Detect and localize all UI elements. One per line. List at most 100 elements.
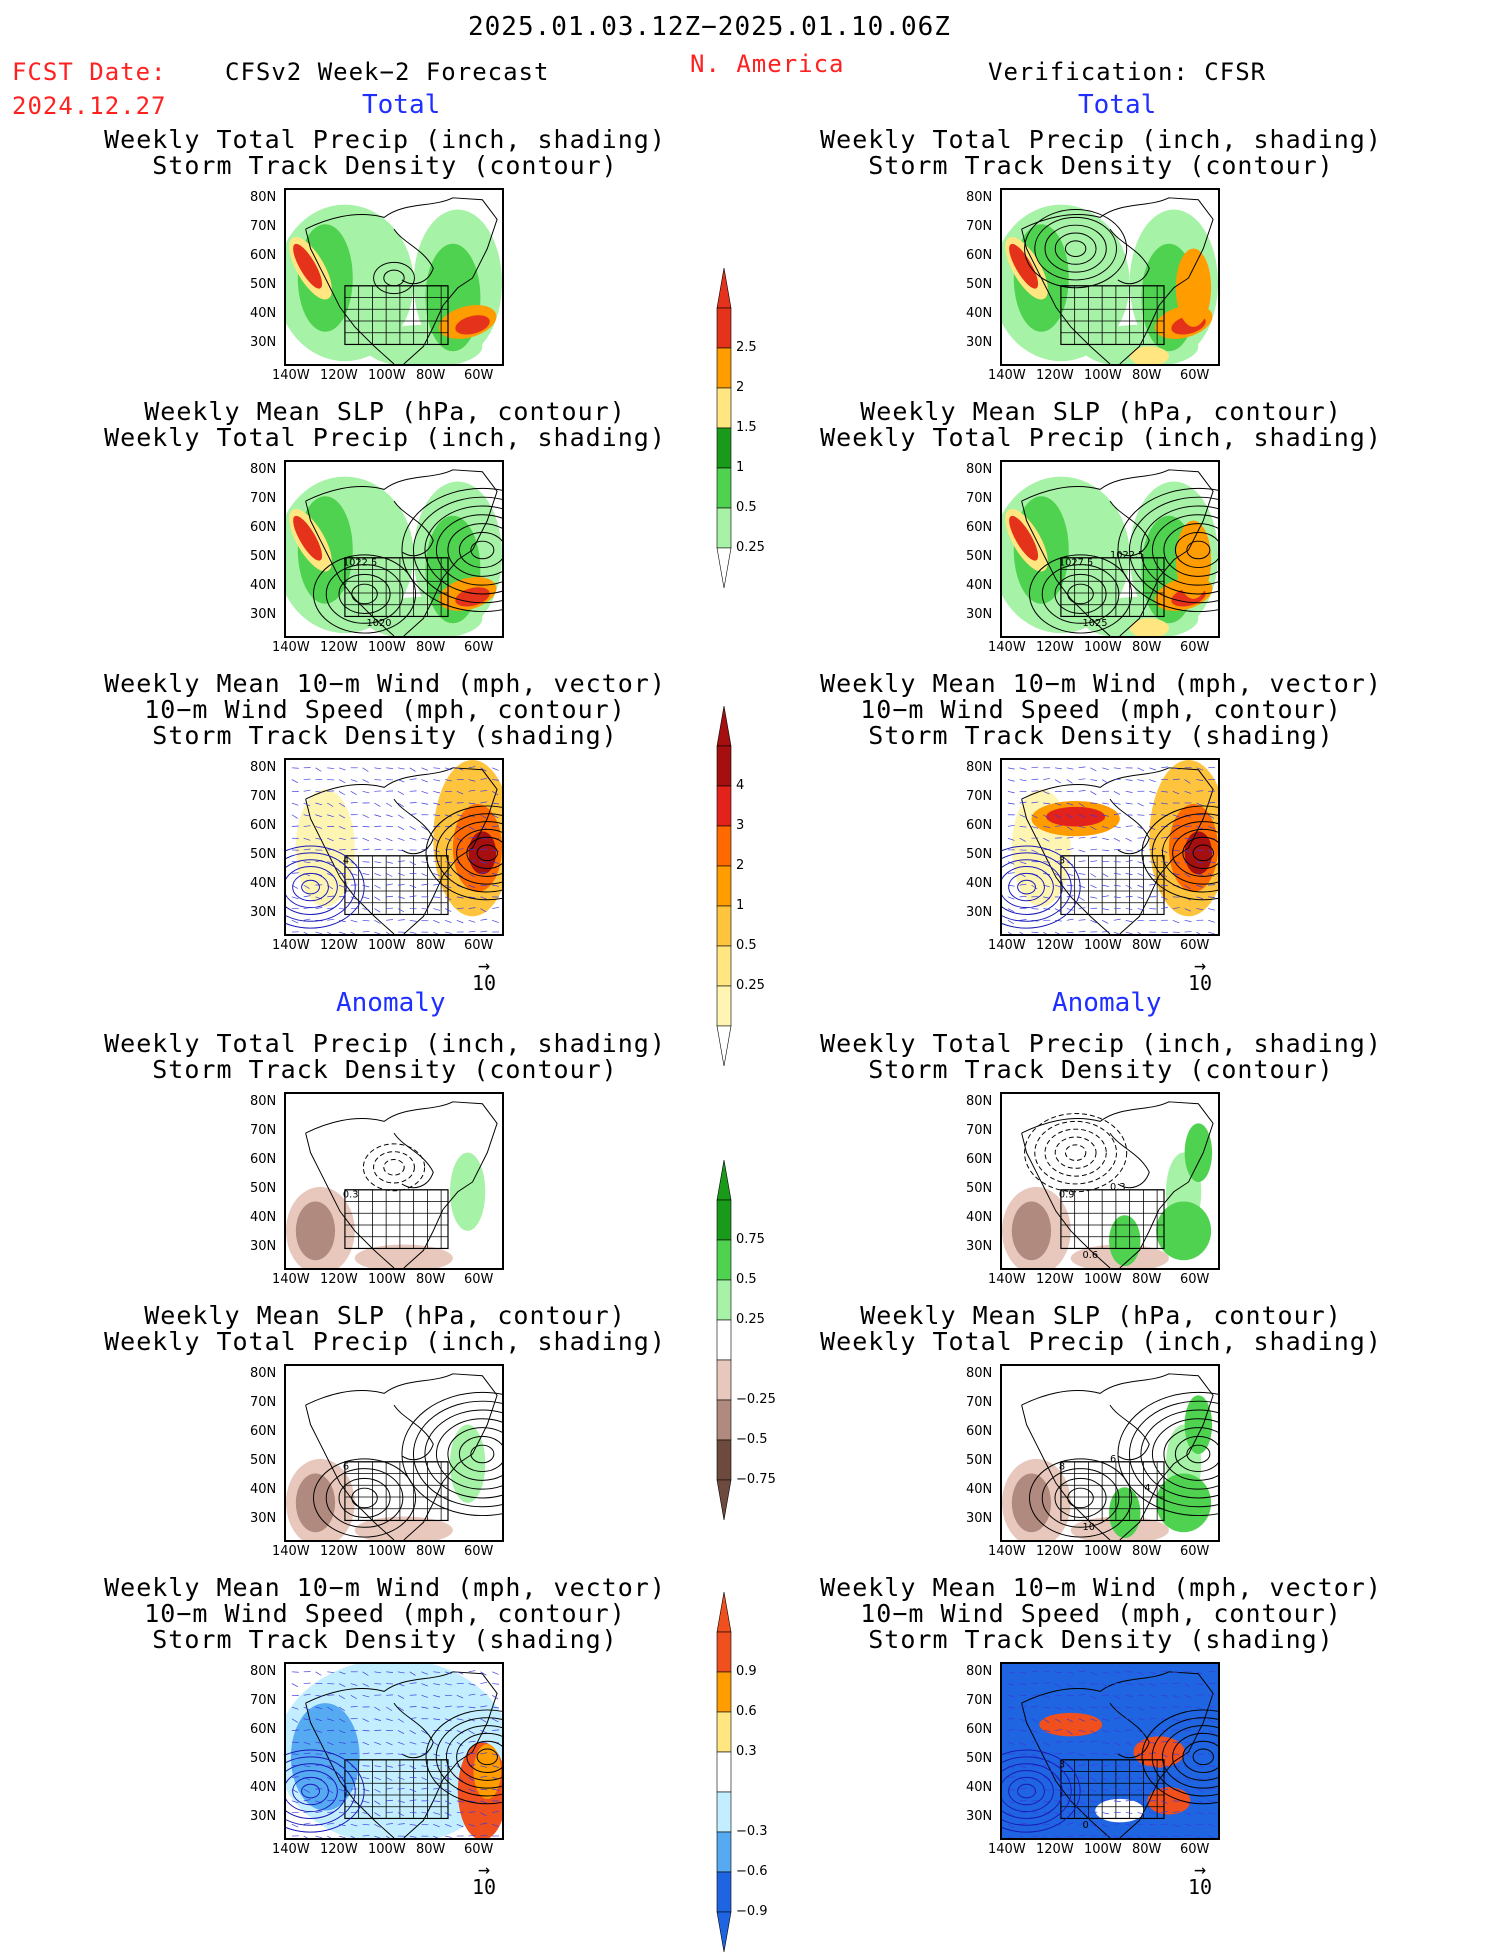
colorbar-label: 0.5	[736, 938, 757, 953]
lon-tick-label: 120W	[320, 368, 358, 383]
lat-tick-label: 60N	[966, 1152, 992, 1167]
lat-tick-label: 80N	[250, 462, 276, 477]
contour-label: 4	[1144, 1483, 1150, 1494]
lon-tick-label: 120W	[320, 640, 358, 655]
lon-tick-label: 60W	[1180, 938, 1209, 953]
lon-tick-label: 80W	[1132, 1842, 1161, 1857]
lat-tick-label: 80N	[250, 1094, 276, 1109]
lat-tick-label: 40N	[966, 1780, 992, 1795]
colorbar-label: 2	[736, 858, 744, 873]
period-title: 2025.01.03.12Z−2025.01.10.06Z	[468, 12, 951, 42]
map-plot: 0.3	[286, 1094, 502, 1268]
lat-tick-label: 70N	[250, 789, 276, 804]
map-panel-precipA-left: 0.3	[284, 1092, 504, 1270]
contour-label: 10	[1083, 1522, 1095, 1533]
map-panel-windA-left	[284, 1662, 504, 1840]
panel-title-line: Weekly Mean 10−m Wind (mph, vector)	[85, 670, 685, 697]
region-title: N. America	[690, 50, 845, 78]
lat-tick-label: 70N	[250, 1123, 276, 1138]
colorbar-segment	[717, 1832, 731, 1872]
lat-tick-label: 30N	[966, 1511, 992, 1526]
colorbar-label: 0.75	[736, 1232, 765, 1247]
panel-title-line: Weekly Mean 10−m Wind (mph, vector)	[801, 670, 1401, 697]
lat-tick-label: 70N	[966, 491, 992, 506]
lat-tick-label: 60N	[250, 1424, 276, 1439]
lon-tick-label: 120W	[320, 1842, 358, 1857]
lon-tick-label: 140W	[272, 368, 310, 383]
contour-label: 0.9	[1059, 1190, 1075, 1201]
panel-title-line: Storm Track Density (contour)	[801, 152, 1401, 179]
lat-tick-label: 40N	[966, 306, 992, 321]
lon-tick-label: 140W	[272, 1272, 310, 1287]
colorbar-segment	[717, 826, 731, 866]
lon-tick-label: 100W	[1084, 1272, 1122, 1287]
panel-title-line: Storm Track Density (contour)	[801, 1056, 1401, 1083]
contour-label: 0.3	[343, 1190, 359, 1201]
lon-tick-label: 120W	[320, 1544, 358, 1559]
colorbar-label: 4	[736, 778, 744, 793]
lat-tick-label: 60N	[250, 1152, 276, 1167]
lat-tick-label: 30N	[250, 1239, 276, 1254]
storm-anom-contours	[363, 1144, 424, 1191]
state-borders	[345, 1462, 448, 1521]
lat-tick-label: 60N	[250, 1722, 276, 1737]
colorbar-label: −0.25	[736, 1392, 776, 1407]
panel-title-line: 10−m Wind Speed (mph, contour)	[85, 696, 685, 723]
contour-label: 8	[1059, 1462, 1065, 1473]
colorbar-segment	[717, 508, 731, 548]
section-anomaly-left: Anomaly	[336, 988, 446, 1018]
lat-tick-label: 70N	[250, 1395, 276, 1410]
colorbar-segment	[717, 1240, 731, 1280]
lat-tick-label: 50N	[966, 1751, 992, 1766]
lat-tick-label: 70N	[250, 1693, 276, 1708]
colorbar-label: 3	[736, 818, 744, 833]
panel-title-line: Weekly Mean SLP (hPa, contour)	[85, 398, 685, 425]
map-plot: 0.90.60.3	[1002, 1094, 1218, 1268]
lat-tick-label: 50N	[966, 1453, 992, 1468]
colorbar-segment	[717, 906, 731, 946]
colorbar-label: −0.75	[736, 1472, 776, 1487]
lat-tick-label: 80N	[966, 1664, 992, 1679]
lon-tick-label: 120W	[320, 938, 358, 953]
panel-title-line: Storm Track Density (shading)	[801, 1626, 1401, 1653]
lat-tick-label: 40N	[966, 578, 992, 593]
colorbar-segment	[717, 1872, 731, 1912]
lon-tick-label: 120W	[1036, 368, 1074, 383]
colorbar-segment	[717, 986, 731, 1026]
colorbar-segment	[717, 1280, 731, 1320]
lat-tick-label: 40N	[966, 1482, 992, 1497]
lat-tick-label: 60N	[966, 520, 992, 535]
lon-tick-label: 80W	[416, 938, 445, 953]
panel-title-line: Weekly Total Precip (inch, shading)	[801, 1328, 1401, 1355]
lat-tick-label: 60N	[250, 520, 276, 535]
lon-tick-label: 60W	[464, 1272, 493, 1287]
lon-tick-label: 120W	[320, 1272, 358, 1287]
map-panel-precip-left	[284, 188, 504, 366]
colorbar-label: 0.5	[736, 1272, 757, 1287]
colorbar-segment	[717, 1752, 731, 1792]
lon-tick-label: 80W	[416, 1272, 445, 1287]
precip-wet-east	[450, 1153, 485, 1231]
lon-tick-label: 80W	[1132, 938, 1161, 953]
vector-reference-value: 10	[466, 974, 502, 992]
panel-title-line: Weekly Mean 10−m Wind (mph, vector)	[85, 1574, 685, 1601]
lat-tick-label: 30N	[250, 607, 276, 622]
lon-tick-label: 100W	[368, 1272, 406, 1287]
verification-title: Verification: CFSR	[988, 58, 1266, 86]
contour-label: 0.3	[1110, 1182, 1126, 1193]
panel-title-line: Storm Track Density (contour)	[85, 1056, 685, 1083]
section-total-left: Total	[362, 90, 440, 120]
lon-tick-label: 140W	[988, 1544, 1026, 1559]
lat-tick-label: 40N	[250, 1210, 276, 1225]
lon-tick-label: 120W	[1036, 1842, 1074, 1857]
panel-title-line: 10−m Wind Speed (mph, contour)	[801, 1600, 1401, 1627]
map-panel-slpA-left: 6	[284, 1364, 504, 1542]
colorbar-segment	[717, 1672, 731, 1712]
lon-tick-label: 80W	[416, 368, 445, 383]
colorbar-segment	[717, 388, 731, 428]
lon-tick-label: 100W	[368, 938, 406, 953]
